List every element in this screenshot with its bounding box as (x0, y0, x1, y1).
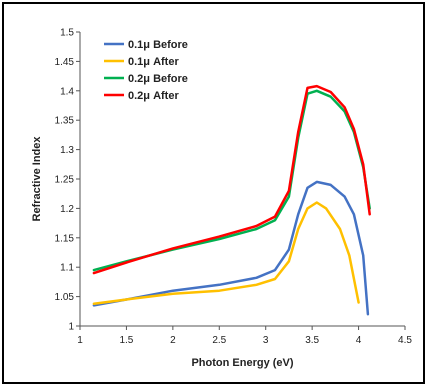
y-tick-label: 1.25 (55, 175, 75, 186)
y-tick-label: 1.5 (60, 28, 74, 39)
y-axis-title: Refractive Index (31, 136, 43, 222)
series-line-1 (92, 180, 370, 316)
y-tick-label: 1.1 (60, 263, 74, 274)
y-tick-label: 1.4 (60, 86, 74, 97)
x-tick-label: 3.5 (305, 335, 319, 346)
legend-label-3: 0.2μ Before (128, 73, 188, 85)
series-line-3 (92, 89, 371, 272)
axes (76, 31, 406, 330)
legend-label-4: 0.2μ After (128, 90, 179, 102)
y-tick-label: 1.45 (55, 57, 75, 68)
legend-label-1: 0.1μ Before (128, 39, 188, 51)
y-tick-label: 1.35 (55, 116, 75, 127)
x-tick-label: 4.5 (398, 335, 412, 346)
x-tick-label: 2 (170, 335, 176, 346)
x-axis-title: Photon Energy (eV) (191, 357, 293, 369)
x-tick-label: 3 (263, 335, 269, 346)
series-line-4 (92, 84, 371, 275)
y-tick-label: 1.15 (55, 233, 75, 244)
x-tick-label: 1 (77, 335, 83, 346)
y-tick-label: 1.2 (60, 204, 74, 215)
legend: 0.1μ Before 0.1μ After 0.2μ Before 0.2μ Aft… (104, 39, 188, 102)
series-line-2 (92, 201, 360, 305)
x-tick-label: 1.5 (119, 335, 133, 346)
series-lines (92, 84, 371, 316)
y-tick-label: 1.05 (55, 292, 75, 303)
y-tick-label: 1 (68, 322, 74, 333)
y-tick-label: 1.3 (60, 145, 74, 156)
x-tick-label: 4 (356, 335, 362, 346)
legend-label-2: 0.1μ After (128, 56, 179, 68)
tick-labels: 1 1.5 2 2.5 3 3.5 4 4.5 1 1.05 1.1 1.15 1.2 1.25 1.3 1.… (55, 28, 413, 347)
x-tick-label: 2.5 (212, 335, 226, 346)
chart-frame (2, 2, 425, 384)
